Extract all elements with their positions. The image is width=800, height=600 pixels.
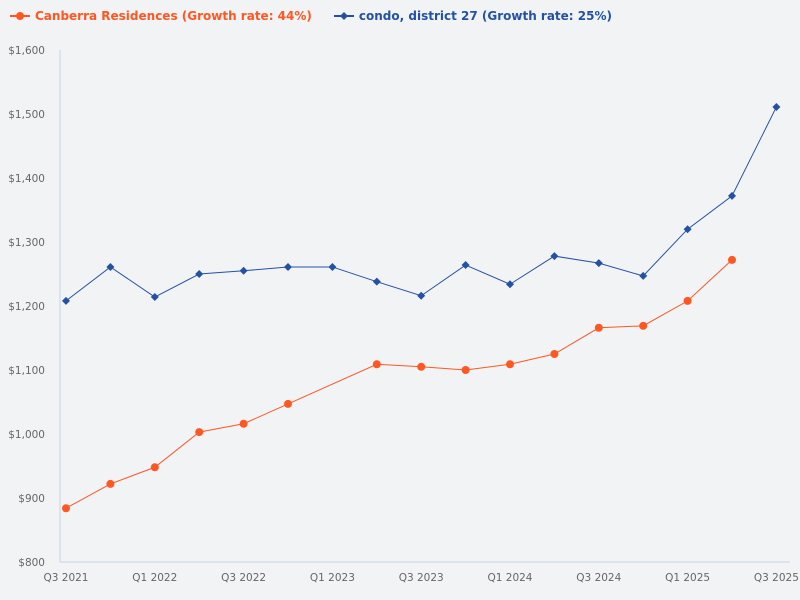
data-point-circle bbox=[683, 296, 692, 305]
x-tick-label: Q3 2021 bbox=[43, 572, 88, 584]
data-point-circle bbox=[728, 255, 736, 264]
x-tick-label: Q3 2025 bbox=[754, 572, 799, 584]
data-point-diamond bbox=[417, 291, 426, 300]
x-tick-label: Q1 2024 bbox=[487, 572, 532, 584]
data-point-circle bbox=[506, 360, 514, 369]
x-tick-label: Q1 2023 bbox=[310, 572, 355, 584]
x-tick-label: Q3 2022 bbox=[221, 572, 266, 584]
data-point-diamond bbox=[372, 277, 381, 286]
data-point-circle bbox=[239, 419, 248, 428]
data-point-diamond bbox=[239, 266, 248, 275]
legend-circle-marker-icon bbox=[10, 12, 30, 20]
data-point-circle bbox=[284, 399, 292, 408]
data-point-diamond bbox=[62, 296, 70, 305]
data-point-circle bbox=[639, 321, 648, 330]
data-point-diamond bbox=[328, 262, 337, 271]
y-tick-label: $1,500 bbox=[8, 109, 45, 121]
y-tick-label: $1,600 bbox=[8, 45, 45, 57]
data-point-circle bbox=[417, 362, 426, 371]
y-tick-label: $1,400 bbox=[8, 173, 45, 185]
data-point-diamond bbox=[150, 293, 159, 302]
data-point-circle bbox=[372, 360, 381, 369]
series-line-1 bbox=[65, 106, 777, 302]
data-point-circle bbox=[594, 323, 603, 332]
data-point-diamond bbox=[772, 102, 781, 111]
legend: Canberra Residences (Growth rate: 44%) c… bbox=[10, 9, 612, 23]
x-tick-label: Q3 2024 bbox=[576, 572, 621, 584]
y-tick-label: $800 bbox=[18, 557, 45, 569]
legend-diamond-marker-icon bbox=[333, 12, 354, 20]
y-tick-label: $1,200 bbox=[8, 301, 45, 313]
data-point-diamond bbox=[195, 270, 204, 278]
data-point-diamond bbox=[728, 191, 736, 200]
data-point-circle bbox=[461, 366, 470, 374]
data-point-diamond bbox=[506, 280, 514, 289]
legend-label: condo, district 27 (Growth rate: 25%) bbox=[358, 9, 612, 23]
y-tick-label: $1,000 bbox=[8, 429, 45, 441]
y-tick-label: $1,300 bbox=[8, 237, 45, 249]
data-point-circle bbox=[62, 504, 70, 513]
series-line-0 bbox=[65, 259, 733, 509]
data-point-diamond bbox=[550, 252, 559, 261]
data-point-diamond bbox=[683, 225, 692, 234]
data-point-circle bbox=[550, 350, 559, 358]
data-point-circle bbox=[150, 463, 159, 472]
data-point-circle bbox=[195, 428, 204, 437]
y-tick-label: $1,100 bbox=[8, 365, 45, 377]
legend-item-condo[interactable]: condo, district 27 (Growth rate: 25%) bbox=[333, 9, 612, 23]
data-point-diamond bbox=[639, 271, 648, 280]
data-point-diamond bbox=[594, 259, 603, 268]
x-tick-label: Q1 2025 bbox=[665, 572, 710, 584]
x-tick-label: Q1 2022 bbox=[132, 572, 177, 584]
data-point-diamond bbox=[461, 261, 470, 270]
data-point-circle bbox=[106, 479, 115, 488]
legend-label: Canberra Residences (Growth rate: 44%) bbox=[35, 9, 312, 23]
x-tick-label: Q3 2023 bbox=[399, 572, 444, 584]
y-tick-label: $900 bbox=[18, 493, 45, 505]
data-point-diamond bbox=[106, 262, 115, 271]
data-point-diamond bbox=[284, 262, 292, 271]
legend-item-canberra[interactable]: Canberra Residences (Growth rate: 44%) bbox=[10, 9, 312, 23]
